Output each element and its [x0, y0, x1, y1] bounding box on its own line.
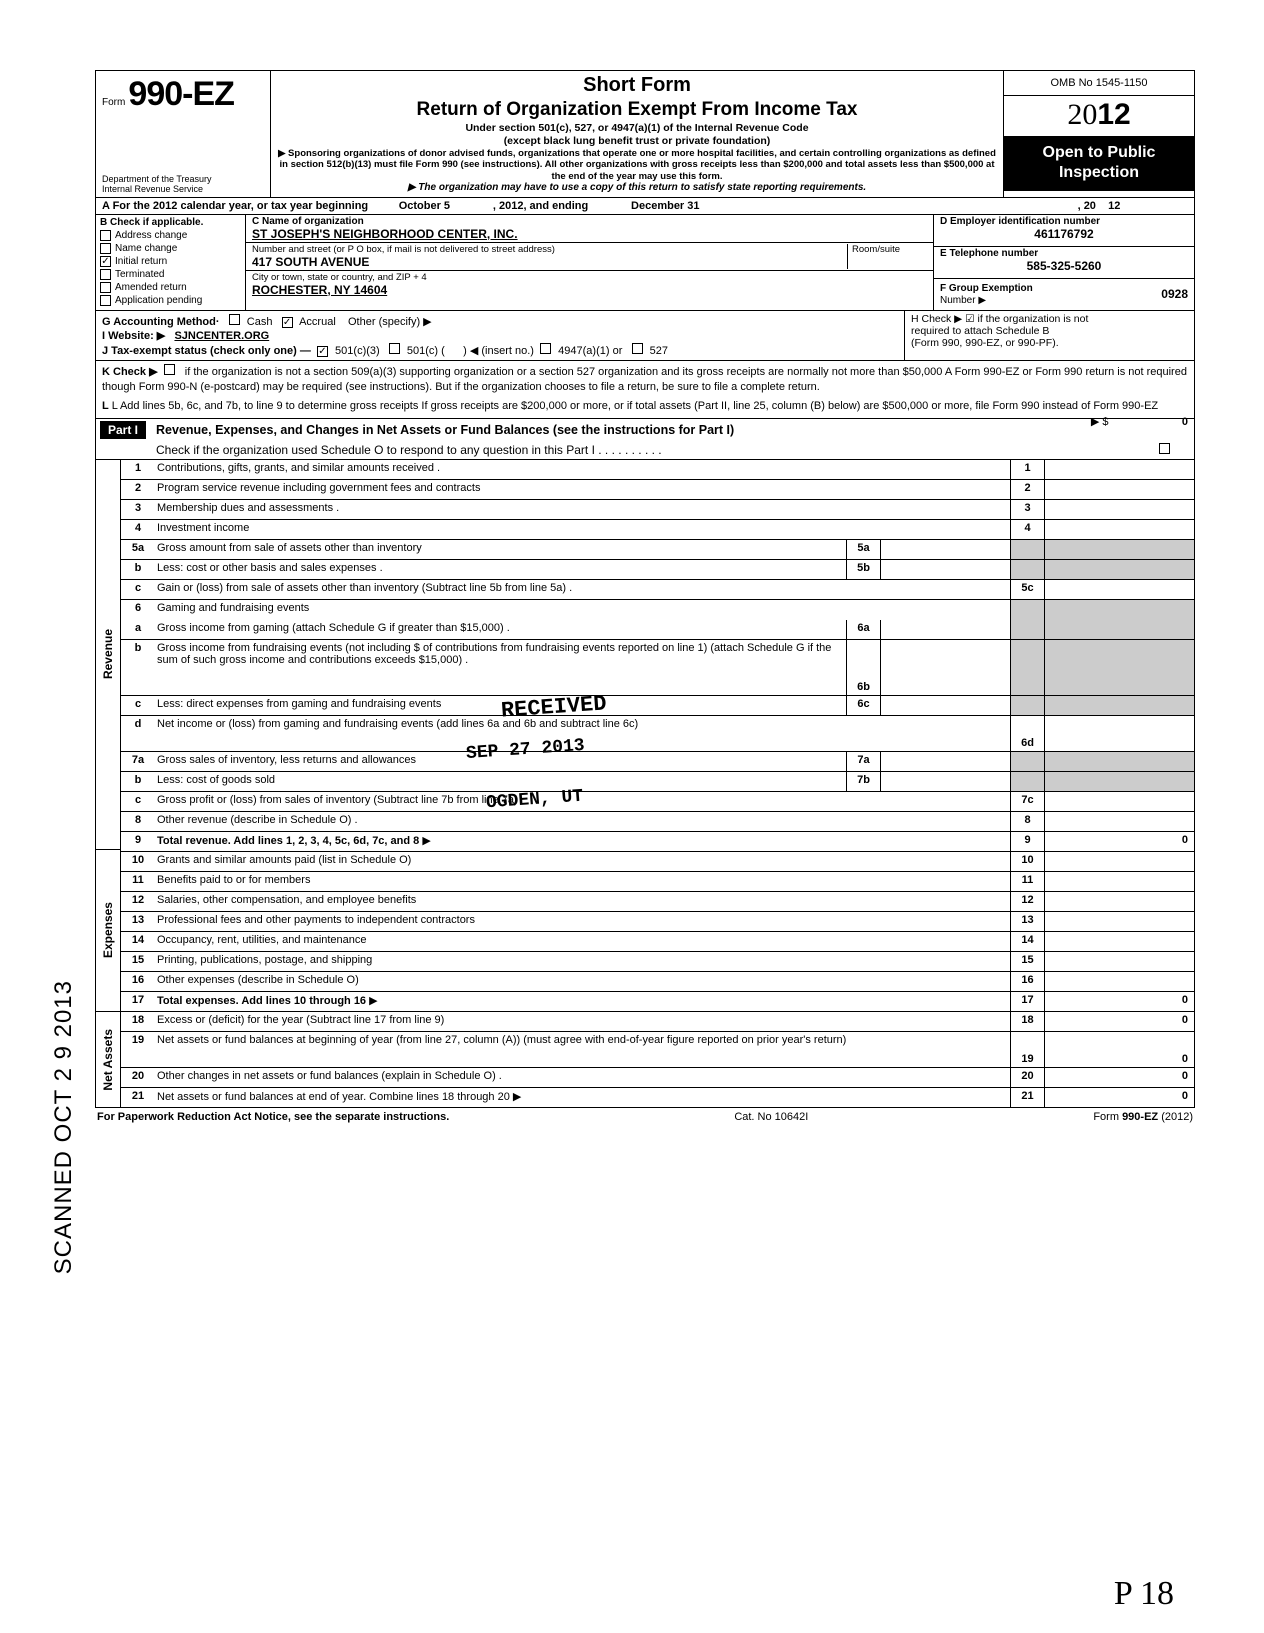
revenue-side-label: Revenue: [101, 629, 115, 679]
chk-schedule-o[interactable]: [1159, 443, 1170, 454]
tax-year: 2012: [1004, 96, 1194, 137]
org-name-label: C Name of organization: [252, 216, 927, 227]
chk-amended[interactable]: [100, 282, 111, 293]
h-line1: H Check ▶ ☑ if the organization is not: [911, 313, 1188, 325]
row-a-mid: , 2012, and ending: [493, 200, 588, 212]
ein-value: 461176792: [940, 227, 1188, 241]
col-de: D Employer identification number 4611767…: [934, 215, 1194, 310]
chk-k[interactable]: [164, 364, 175, 375]
footer-row: For Paperwork Reduction Act Notice, see …: [95, 1108, 1195, 1126]
form-number-cell: Form 990-EZ Department of the Treasury I…: [96, 71, 271, 197]
part1-label: Part I: [100, 421, 146, 439]
group-exempt-value: 0928: [1161, 287, 1188, 301]
j-label: J Tax-exempt status (check only one) —: [102, 345, 311, 357]
addr-label: Number and street (or P O box, if mail i…: [252, 244, 847, 255]
row-ghij: G Accounting Method· Cash ✓ Accrual Othe…: [95, 311, 1195, 361]
group-exempt-label2: Number ▶: [940, 295, 986, 306]
row-a-year: 12: [1108, 200, 1120, 212]
l-arrow: ▶ $: [1091, 416, 1109, 428]
title-cell: Short Form Return of Organization Exempt…: [271, 71, 1004, 197]
chk-pending[interactable]: [100, 295, 111, 306]
chk-cash[interactable]: [229, 314, 240, 325]
col-c: C Name of organization ST JOSEPH'S NEIGH…: [246, 215, 934, 310]
short-form-title: Short Form: [277, 73, 997, 98]
row-a-year-label: , 20: [1078, 200, 1096, 212]
tax-year-end: December 31: [631, 200, 700, 212]
chk-527[interactable]: [632, 343, 643, 354]
i-label: I Website: ▶: [102, 330, 165, 342]
group-exempt-label: F Group Exemption: [940, 283, 1033, 294]
subtitle2: (except black lung benefit trust or priv…: [277, 135, 997, 148]
ein-label: D Employer identification number: [940, 216, 1188, 227]
form-number: 990-EZ: [128, 75, 234, 113]
h-line2: required to attach Schedule B: [911, 325, 1188, 337]
header-row: Form 990-EZ Department of the Treasury I…: [95, 70, 1195, 198]
part1-body: Revenue Expenses Net Assets 1Contributio…: [95, 460, 1195, 1108]
chk-4947[interactable]: [540, 343, 551, 354]
phone-value: 585-325-5260: [940, 259, 1188, 273]
chk-accrual[interactable]: ✓: [282, 317, 293, 328]
org-city: ROCHESTER, NY 14604: [252, 283, 927, 297]
org-name: ST JOSEPH'S NEIGHBORHOOD CENTER, INC.: [252, 227, 927, 241]
handwritten-page: P 18: [1114, 1575, 1174, 1613]
chk-501c3[interactable]: ✓: [317, 346, 328, 357]
chk-address[interactable]: [100, 230, 111, 241]
h-line3: (Form 990, 990-EZ, or 990-PF).: [911, 337, 1188, 349]
part1-title: Revenue, Expenses, and Changes in Net As…: [156, 423, 734, 437]
open-to-public: Open to Public Inspection: [1004, 137, 1194, 191]
k-label: K Check ▶: [102, 366, 158, 378]
chk-name[interactable]: [100, 243, 111, 254]
footer-mid: Cat. No 10642I: [734, 1111, 808, 1123]
phone-label: E Telephone number: [940, 248, 1188, 259]
header-grid: B Check if applicable. Address change Na…: [95, 215, 1195, 311]
expenses-side-label: Expenses: [101, 902, 115, 958]
dept-treasury: Department of the Treasury: [102, 174, 212, 184]
row-kl: K Check ▶ if the organization is not a s…: [95, 361, 1195, 419]
k-text: if the organization is not a section 509…: [102, 366, 1187, 393]
row-a-label: A For the 2012 calendar year, or tax yea…: [102, 200, 368, 212]
col-b-header: B Check if applicable.: [100, 217, 241, 228]
scanned-stamp: SCANNED OCT 2 9 2013: [50, 980, 78, 1274]
omb-number: OMB No 1545-1150: [1004, 71, 1194, 96]
copy-line: ▶ The organization may have to use a cop…: [277, 182, 997, 195]
form-label: Form: [102, 97, 125, 108]
return-title: Return of Organization Exempt From Incom…: [277, 98, 997, 122]
l-text: L Add lines 5b, 6c, and 7b, to line 9 to…: [112, 400, 1158, 412]
g-label: G Accounting Method·: [102, 316, 220, 328]
org-address: 417 SOUTH AVENUE: [252, 255, 847, 269]
footer-right: Form 990-EZ (2012): [1093, 1111, 1193, 1123]
chk-terminated[interactable]: [100, 269, 111, 280]
subtitle1: Under section 501(c), 527, or 4947(a)(1)…: [277, 122, 997, 135]
irs: Internal Revenue Service: [102, 184, 203, 194]
part1-header-row: Part I Revenue, Expenses, and Changes in…: [95, 419, 1195, 460]
omb-cell: OMB No 1545-1150 2012 Open to Public Ins…: [1004, 71, 1194, 197]
row-a: A For the 2012 calendar year, or tax yea…: [95, 198, 1195, 215]
form-990ez: Form 990-EZ Department of the Treasury I…: [95, 70, 1195, 1126]
sponsor-line: ▶ Sponsoring organizations of donor advi…: [277, 148, 997, 182]
website-value: SJNCENTER.ORG: [174, 330, 269, 342]
netassets-side-label: Net Assets: [101, 1029, 115, 1091]
col-b: B Check if applicable. Address change Na…: [96, 215, 246, 310]
part1-subtitle: Check if the organization used Schedule …: [156, 443, 1159, 457]
chk-initial[interactable]: ✓: [100, 256, 111, 267]
footer-left: For Paperwork Reduction Act Notice, see …: [97, 1111, 449, 1123]
tax-year-begin: October 5: [399, 200, 450, 212]
l-value: 0: [1182, 416, 1188, 428]
city-label: City or town, state or country, and ZIP …: [252, 272, 927, 283]
room-suite-label: Room/suite: [847, 244, 927, 269]
chk-501c[interactable]: [389, 343, 400, 354]
